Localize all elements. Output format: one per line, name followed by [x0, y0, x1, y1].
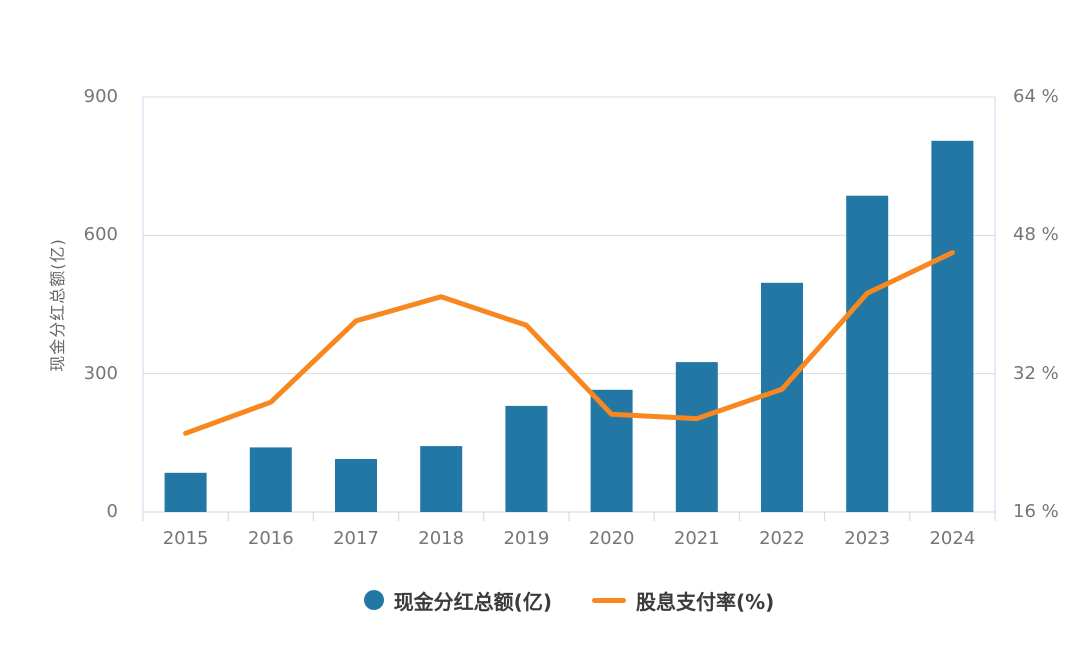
- x-axis-label-2016: 2016: [247, 528, 294, 549]
- bar-2021: [675, 362, 718, 512]
- right-axis-tick-label: 16 %: [1013, 501, 1059, 522]
- left-axis-tick-label: 900: [83, 86, 118, 107]
- bar-2015: [164, 472, 207, 512]
- right-axis-tick-label: 32 %: [1013, 362, 1059, 384]
- left-axis-tick-label: 600: [83, 224, 118, 246]
- bar-2018: [420, 446, 463, 512]
- x-axis-label-2022: 2022: [759, 528, 805, 549]
- right-axis-tick-label: 64 %: [1013, 86, 1059, 107]
- left-axis-tick-label: 300: [83, 362, 118, 384]
- bar-2024: [931, 140, 974, 513]
- bar-2020: [590, 389, 633, 512]
- legend-label-cash-dividend: 现金分红总额(亿): [393, 589, 552, 614]
- x-axis-label-2015: 2015: [162, 528, 209, 549]
- payout-ratio-line: [183, 250, 955, 436]
- bar-2023: [846, 195, 889, 512]
- bar-2016: [249, 447, 292, 512]
- x-axis-label-2018: 2018: [418, 528, 465, 549]
- bar-series-marker-icon: [363, 590, 384, 610]
- bar-2017: [335, 459, 377, 512]
- x-axis-label-2023: 2023: [844, 528, 891, 549]
- right-axis-tick-label: 48 %: [1013, 224, 1059, 246]
- legend-label-payout-ratio: 股息支付率(%): [635, 589, 775, 614]
- bar-2019: [505, 405, 548, 512]
- x-axis-label-2017: 2017: [333, 528, 379, 549]
- line-series-marker-icon: [591, 597, 626, 603]
- x-axis-label-2020: 2020: [588, 528, 635, 549]
- legend-item-cash-dividend[interactable]: 现金分红总额(亿): [363, 586, 552, 615]
- x-axis-label-2019: 2019: [503, 528, 550, 549]
- bar-2022: [761, 282, 803, 512]
- x-axis-label-2024: 2024: [929, 528, 976, 549]
- legend-item-payout-ratio[interactable]: 股息支付率(%): [591, 586, 775, 615]
- left-axis-tick-label: 0: [106, 501, 118, 522]
- legend: 现金分红总额(亿) 股息支付率(%): [143, 586, 995, 614]
- x-axis-label-2021: 2021: [673, 528, 720, 549]
